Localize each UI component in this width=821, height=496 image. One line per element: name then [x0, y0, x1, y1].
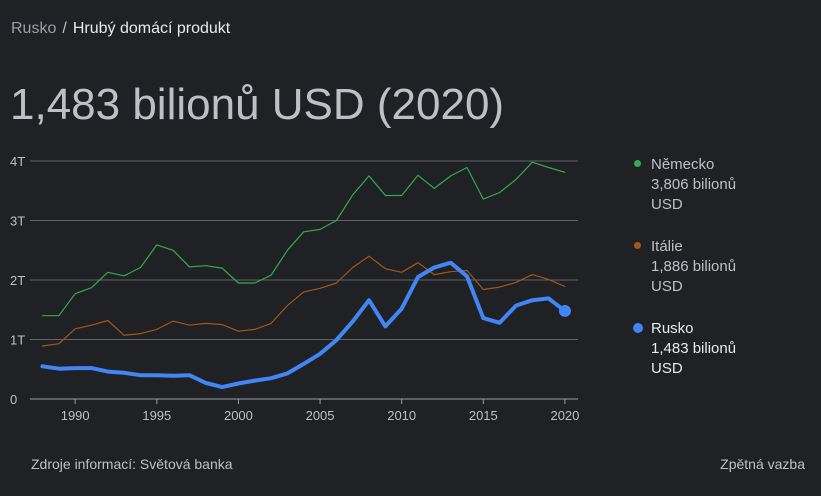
- legend-dot: [634, 160, 641, 167]
- legend-label: Rusko: [651, 320, 694, 337]
- legend-item-italie[interactable]: Itálie 1,886 bilionů USD: [634, 237, 814, 297]
- feedback-link[interactable]: Zpětná vazba: [720, 456, 805, 472]
- x-tick-label: 2000: [224, 408, 253, 423]
- series-line-německo: [41, 161, 566, 317]
- chart-series: [40, 161, 571, 390]
- legend-value: 1,483 bilionů USD: [651, 340, 737, 377]
- gdp-line-chart: 0 1T 2T 3T 4T 1990 1995 2000 2005 2010 2015 2020: [10, 154, 579, 423]
- legend-value: 1,886 bilionů USD: [651, 258, 737, 295]
- breadcrumb-separator: /: [62, 20, 67, 37]
- legend-dot: [633, 323, 643, 333]
- x-tick-label: 1995: [142, 408, 171, 423]
- series-line-itálie: [41, 255, 566, 347]
- y-tick-label: 2T: [10, 273, 25, 288]
- series-line-rusko: [40, 260, 567, 390]
- legend-item-nemecko[interactable]: Německo 3,806 bilionů USD: [634, 155, 814, 215]
- x-tick-label: 2010: [387, 408, 416, 423]
- breadcrumb-parent-link[interactable]: Rusko: [11, 20, 57, 37]
- chart-legend: Německo 3,806 bilionů USD Itálie 1,886 b…: [633, 155, 814, 379]
- y-tick-label: 3T: [10, 214, 25, 229]
- legend-label: Německo: [651, 156, 715, 173]
- series-endpoint-marker: [558, 304, 571, 317]
- x-tick-label: 2020: [550, 408, 579, 423]
- y-axis-ticks: 0 1T 2T 3T 4T: [10, 154, 25, 407]
- source-attribution: Zdroje informací: Světová banka: [31, 456, 233, 472]
- x-axis-ticks: 1990 1995 2000 2005 2010 2015 2020: [61, 399, 579, 423]
- y-tick-label: 1T: [10, 333, 25, 348]
- y-tick-label: 0: [10, 392, 17, 407]
- x-tick-label: 1990: [61, 408, 90, 423]
- headline-value: 1,483 bilionů USD (2020): [10, 80, 505, 129]
- legend-label: Itálie: [651, 238, 683, 255]
- legend-item-rusko[interactable]: Rusko 1,483 bilionů USD: [633, 319, 814, 379]
- breadcrumb: Rusko / Hrubý domácí produkt: [11, 20, 230, 38]
- breadcrumb-current: Hrubý domácí produkt: [72, 20, 231, 37]
- legend-value: 3,806 bilionů USD: [651, 176, 737, 213]
- chart-grid: [30, 160, 578, 400]
- x-tick-label: 2005: [306, 408, 335, 423]
- legend-dot: [634, 242, 641, 249]
- y-tick-label: 4T: [10, 154, 25, 169]
- x-tick-label: 2015: [469, 408, 498, 423]
